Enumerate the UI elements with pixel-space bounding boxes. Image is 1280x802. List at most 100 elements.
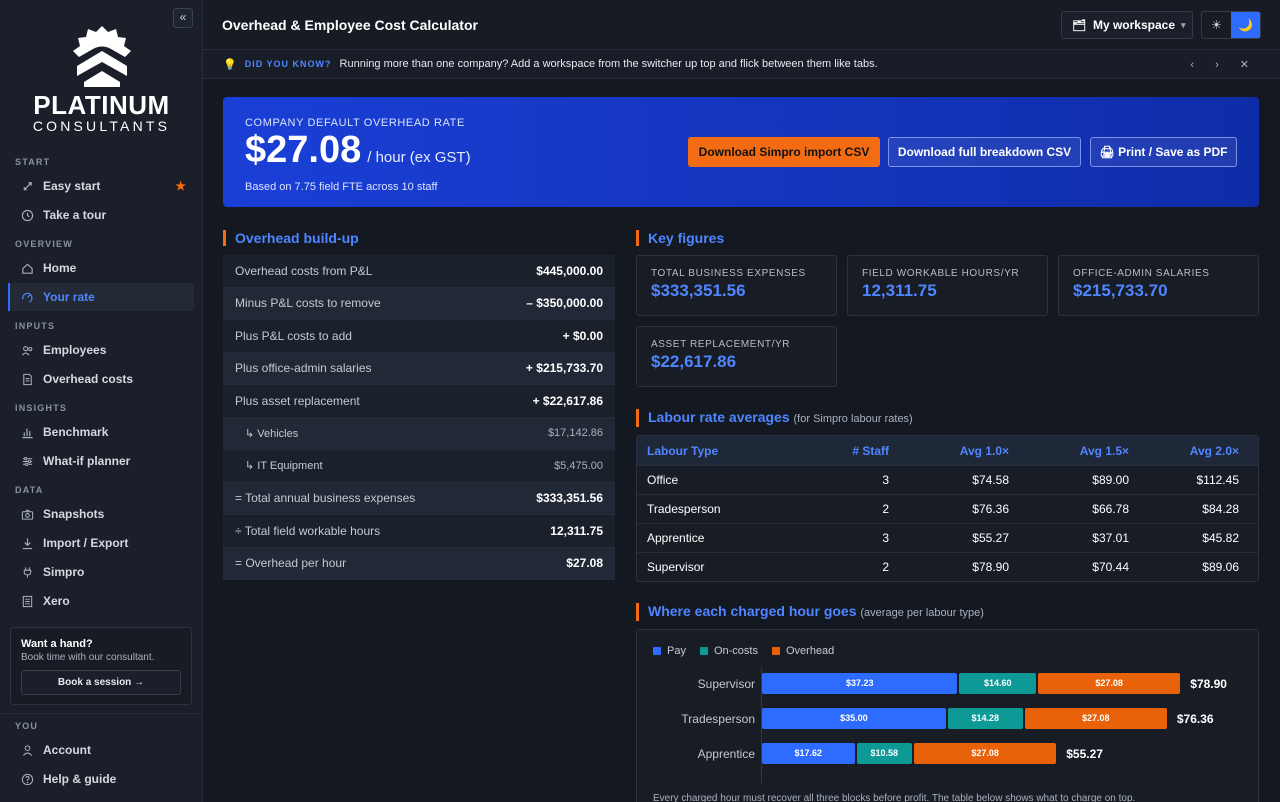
sidebar-item-take-tour[interactable]: Take a tour — [8, 201, 194, 229]
column-header[interactable]: Labour Type — [647, 443, 719, 458]
sidebar-item-label: Account — [43, 743, 91, 757]
book-session-button[interactable]: Book a session → — [21, 670, 181, 695]
chevron-down-icon: ▾ — [1181, 19, 1186, 30]
tip-text: Running more than one company? Add a wor… — [339, 58, 878, 70]
buildup-row: ↳ Vehicles $17,142.86 — [223, 417, 615, 450]
moon-icon[interactable]: 🌙 — [1231, 12, 1260, 38]
print-pdf-button[interactable]: 🖨 Print / Save as PDF — [1090, 137, 1237, 167]
sidebar-item-your-rate[interactable]: Your rate — [8, 283, 194, 311]
buildup-row-value: + $0.00 — [562, 328, 603, 343]
tip-banner: 💡 DID YOU KNOW? Running more than one co… — [203, 50, 1280, 79]
kpi-card-total-expenses: TOTAL BUSINESS EXPENSES $333,351.56 — [636, 255, 837, 316]
download-breakdown-csv-button[interactable]: Download full breakdown CSV — [888, 137, 1081, 167]
sidebar-item-label: Home — [43, 261, 77, 275]
kpi-card-asset-replacement: ASSET REPLACEMENT/YR $22,617.86 — [636, 326, 837, 387]
buildup-row-label: Minus P&L costs to remove — [235, 296, 381, 311]
kpi-label: ASSET REPLACEMENT/YR — [651, 339, 791, 350]
help-card-subtitle: Book time with our consultant. — [21, 652, 155, 663]
download-icon — [20, 536, 34, 550]
column-header[interactable]: Avg 1.0× — [959, 443, 1009, 458]
table-cell: $76.36 — [972, 502, 1009, 516]
bar-category-label: Supervisor — [697, 677, 755, 691]
section-you-label: YOU — [15, 721, 39, 731]
chart-axis-line — [761, 668, 762, 783]
sliders-icon — [20, 454, 34, 468]
hour-breakdown-chart: Pay On-costs Overhead Every charged hour m… — [636, 629, 1259, 802]
labour-rates-subtitle: (for Simpro labour rates) — [793, 413, 913, 425]
overhead-buildup-heading: Overhead build-up — [223, 230, 359, 246]
bar-segment-overhead: $27.08 — [1038, 673, 1181, 694]
collapse-sidebar-button[interactable]: « — [173, 8, 193, 28]
sidebar-item-benchmark[interactable]: Benchmark — [8, 418, 194, 446]
sidebar-item-employees[interactable]: Employees — [8, 336, 194, 364]
buildup-row-label: ÷ Total field workable hours — [235, 523, 381, 538]
table-cell: $89.00 — [1092, 473, 1129, 487]
buildup-row-label: ↳ IT Equipment — [245, 460, 323, 473]
sidebar-item-whatif-planner[interactable]: What-if planner — [8, 447, 194, 475]
sidebar-item-label: Import / Export — [43, 536, 129, 550]
table-cell: 3 — [882, 473, 889, 487]
legend-label: On-costs — [713, 645, 758, 657]
bar-total-label: $55.27 — [1066, 747, 1103, 761]
sidebar-item-overhead-costs[interactable]: Overhead costs — [8, 365, 194, 393]
gauge-icon — [20, 290, 34, 304]
brand-logo: PLATINUM CONSULTANTS — [0, 24, 203, 134]
brand-name: PLATINUM — [33, 90, 170, 120]
sidebar-item-help-guide[interactable]: Help & guide — [8, 765, 194, 793]
labour-table-header: Labour Type # Staff Avg 1.0× Avg 1.5× Avg 2.… — [637, 436, 1258, 465]
gear-logo-icon — [72, 26, 131, 87]
bar-segment-overhead: $27.08 — [914, 743, 1057, 764]
table-row: Office 3 $74.58 $89.00 $112.45 — [637, 465, 1258, 494]
sidebar-item-simpro[interactable]: Simpro — [8, 558, 194, 586]
section-data-label: DATA — [15, 485, 44, 495]
sidebar-item-label: Snapshots — [43, 507, 105, 521]
column-header[interactable]: Avg 2.0× — [1189, 443, 1239, 458]
hero-rate: $27.08 / hour (ex GST) — [245, 130, 1237, 178]
sidebar-item-label: Simpro — [43, 565, 85, 579]
help-card: Want a hand? Book time with our consulta… — [10, 627, 192, 705]
sidebar-item-easy-start[interactable]: Easy start ★ — [8, 172, 194, 200]
sidebar-item-snapshots[interactable]: Snapshots — [8, 500, 194, 528]
legend-item: Overhead — [771, 645, 834, 657]
sidebar-item-account[interactable]: Account — [8, 736, 194, 764]
table-cell: Supervisor — [647, 560, 705, 574]
chart-note: Every charged hour must recover all thre… — [653, 793, 1136, 802]
bar-segment-pay: $37.23 — [762, 673, 958, 694]
kpi-card-workable-hours: FIELD WORKABLE HOURS/YR 12,311.75 — [847, 255, 1048, 316]
sun-icon[interactable]: ☀ — [1211, 18, 1222, 32]
kpi-value: $215,733.70 — [1073, 281, 1168, 300]
buildup-row: = Overhead per hour $27.08 — [223, 547, 615, 580]
rocket-icon — [20, 179, 34, 193]
section-start-label: START — [15, 157, 51, 167]
buildup-row-label: Plus P&L costs to add — [235, 328, 352, 343]
buildup-row-label: Plus asset replacement — [235, 393, 360, 408]
download-simpro-csv-button[interactable]: Download Simpro import CSV — [688, 137, 880, 167]
tip-nav-controls[interactable]: ‹ › ✕ — [1190, 59, 1258, 71]
sidebar-item-label: Take a tour — [43, 208, 107, 222]
table-cell: $66.78 — [1092, 502, 1129, 516]
sidebar-item-xero[interactable]: Xero — [8, 587, 194, 615]
table-cell: $37.01 — [1092, 531, 1129, 545]
kpi-value: 12,311.75 — [862, 281, 937, 300]
sidebar-item-home[interactable]: Home — [8, 254, 194, 282]
clock-icon — [20, 208, 34, 222]
bar-segment-pay: $35.00 — [762, 708, 946, 729]
buildup-row: Plus office-admin salaries + $215,733.70 — [223, 352, 615, 385]
sidebar-item-import-export[interactable]: Import / Export — [8, 529, 194, 557]
sidebar: « PLATINUM CONSULTANTS START Easy start … — [0, 0, 203, 802]
column-header[interactable]: # Staff — [852, 443, 889, 458]
workspace-switcher[interactable]: 🗂 My workspace ▾ — [1061, 11, 1193, 39]
kpi-value: $22,617.86 — [651, 352, 737, 371]
sidebar-divider — [0, 713, 203, 714]
bar-total-label: $76.36 — [1176, 712, 1214, 726]
sidebar-item-label: Your rate — [43, 290, 95, 304]
bar-segment-on-costs: $10.58 — [856, 743, 913, 764]
sidebar-item-label: Benchmark — [43, 425, 109, 439]
buildup-row-label: = Overhead per hour — [235, 556, 347, 571]
workspace-name: My workspace — [1092, 18, 1176, 32]
buildup-row-value: $27.08 — [566, 556, 603, 571]
hero-rate-value: $27.08 — [245, 129, 362, 171]
legend-item: Pay — [653, 645, 686, 657]
buildup-row: Plus P&L costs to add + $0.00 — [223, 320, 615, 353]
column-header[interactable]: Avg 1.5× — [1079, 443, 1129, 458]
